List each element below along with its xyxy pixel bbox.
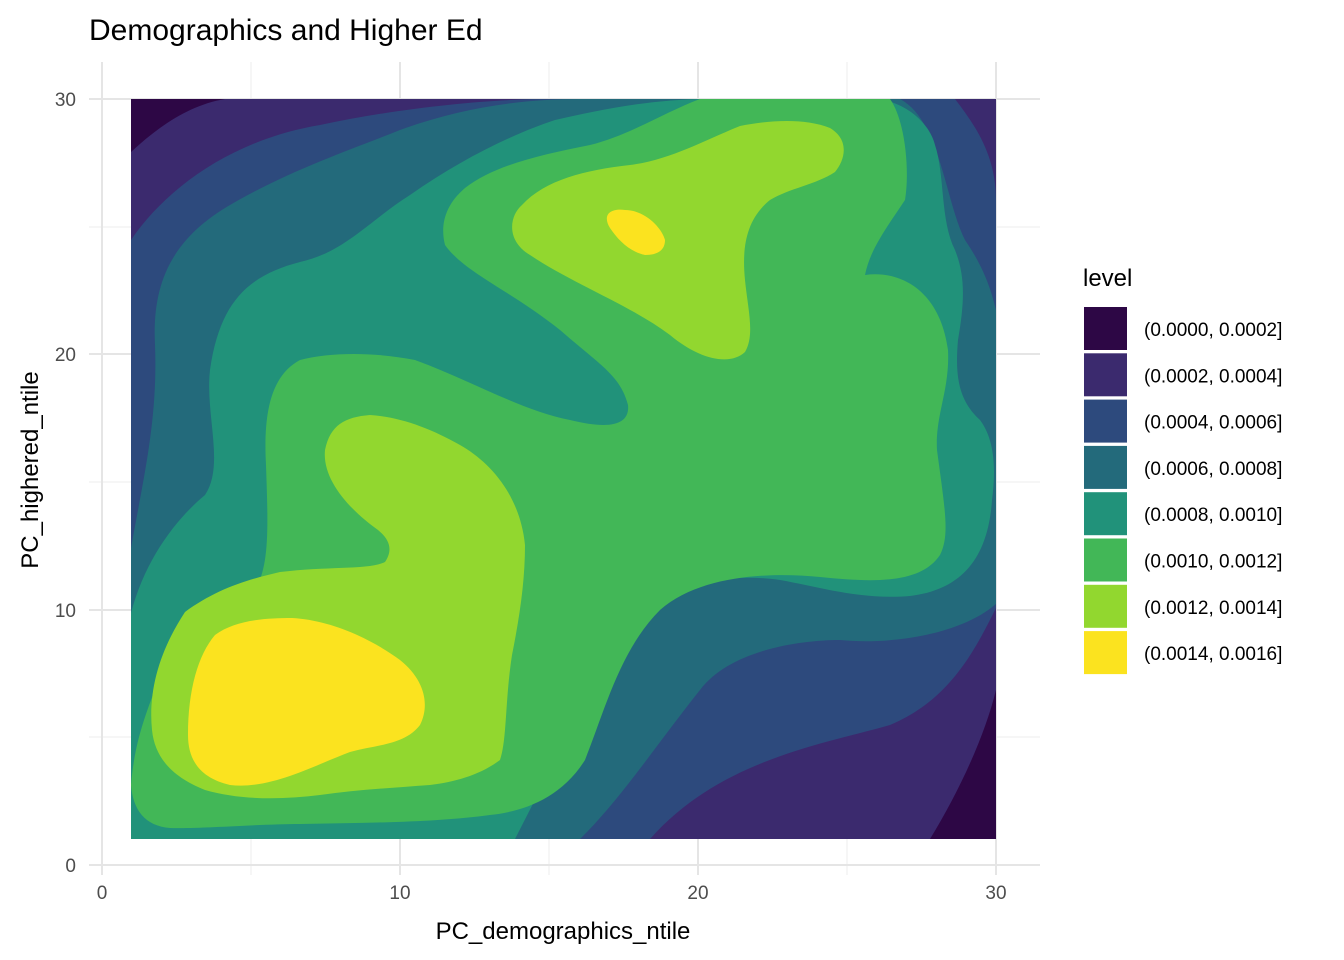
legend-key: [1084, 538, 1127, 582]
x-tick-label: 0: [97, 883, 108, 904]
legend-label: (0.0004, 0.0006]: [1144, 413, 1282, 434]
legend-key: [1084, 307, 1127, 350]
x-tick-label: 10: [389, 883, 410, 904]
legend-label: (0.0014, 0.0016]: [1144, 644, 1282, 665]
legend-label: (0.0010, 0.0012]: [1144, 552, 1282, 573]
legend-label: (0.0006, 0.0008]: [1144, 459, 1282, 480]
legend-key: [1084, 492, 1127, 536]
legend-key: [1084, 445, 1127, 489]
contour-bands: [131, 99, 996, 839]
y-axis-title: PC_highered_ntile: [17, 371, 44, 568]
legend-label: (0.0008, 0.0010]: [1144, 505, 1282, 526]
y-axis: 0 10 20 30: [55, 90, 76, 877]
legend-title: level: [1083, 265, 1132, 292]
y-tick-label: 0: [65, 856, 76, 877]
chart-title: Demographics and Higher Ed: [89, 14, 483, 47]
legend-key: [1084, 631, 1127, 675]
legend-key: [1084, 584, 1127, 628]
legend-label: (0.0000, 0.0002]: [1144, 320, 1282, 341]
legend-key: [1084, 353, 1127, 397]
x-axis-title: PC_demographics_ntile: [436, 918, 691, 945]
legend-label: (0.0012, 0.0014]: [1144, 598, 1282, 619]
legend: level (0.0000, 0.0002] (0.0002, 0.0004] (0…: [1083, 265, 1282, 675]
x-tick-label: 30: [985, 883, 1006, 904]
legend-key: [1084, 399, 1127, 443]
y-tick-label: 10: [55, 601, 76, 622]
y-tick-label: 20: [55, 345, 76, 366]
legend-label: (0.0002, 0.0004]: [1144, 366, 1282, 387]
y-tick-label: 30: [55, 90, 76, 111]
x-axis: 0 10 20 30: [97, 883, 1007, 904]
contour-band-level-8: [188, 209, 665, 786]
x-tick-label: 20: [687, 883, 708, 904]
